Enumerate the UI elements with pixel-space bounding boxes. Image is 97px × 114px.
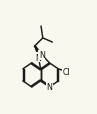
Text: N: N: [46, 83, 52, 92]
Text: Cl: Cl: [63, 67, 70, 76]
Text: N: N: [39, 51, 45, 60]
Text: N: N: [36, 53, 41, 62]
